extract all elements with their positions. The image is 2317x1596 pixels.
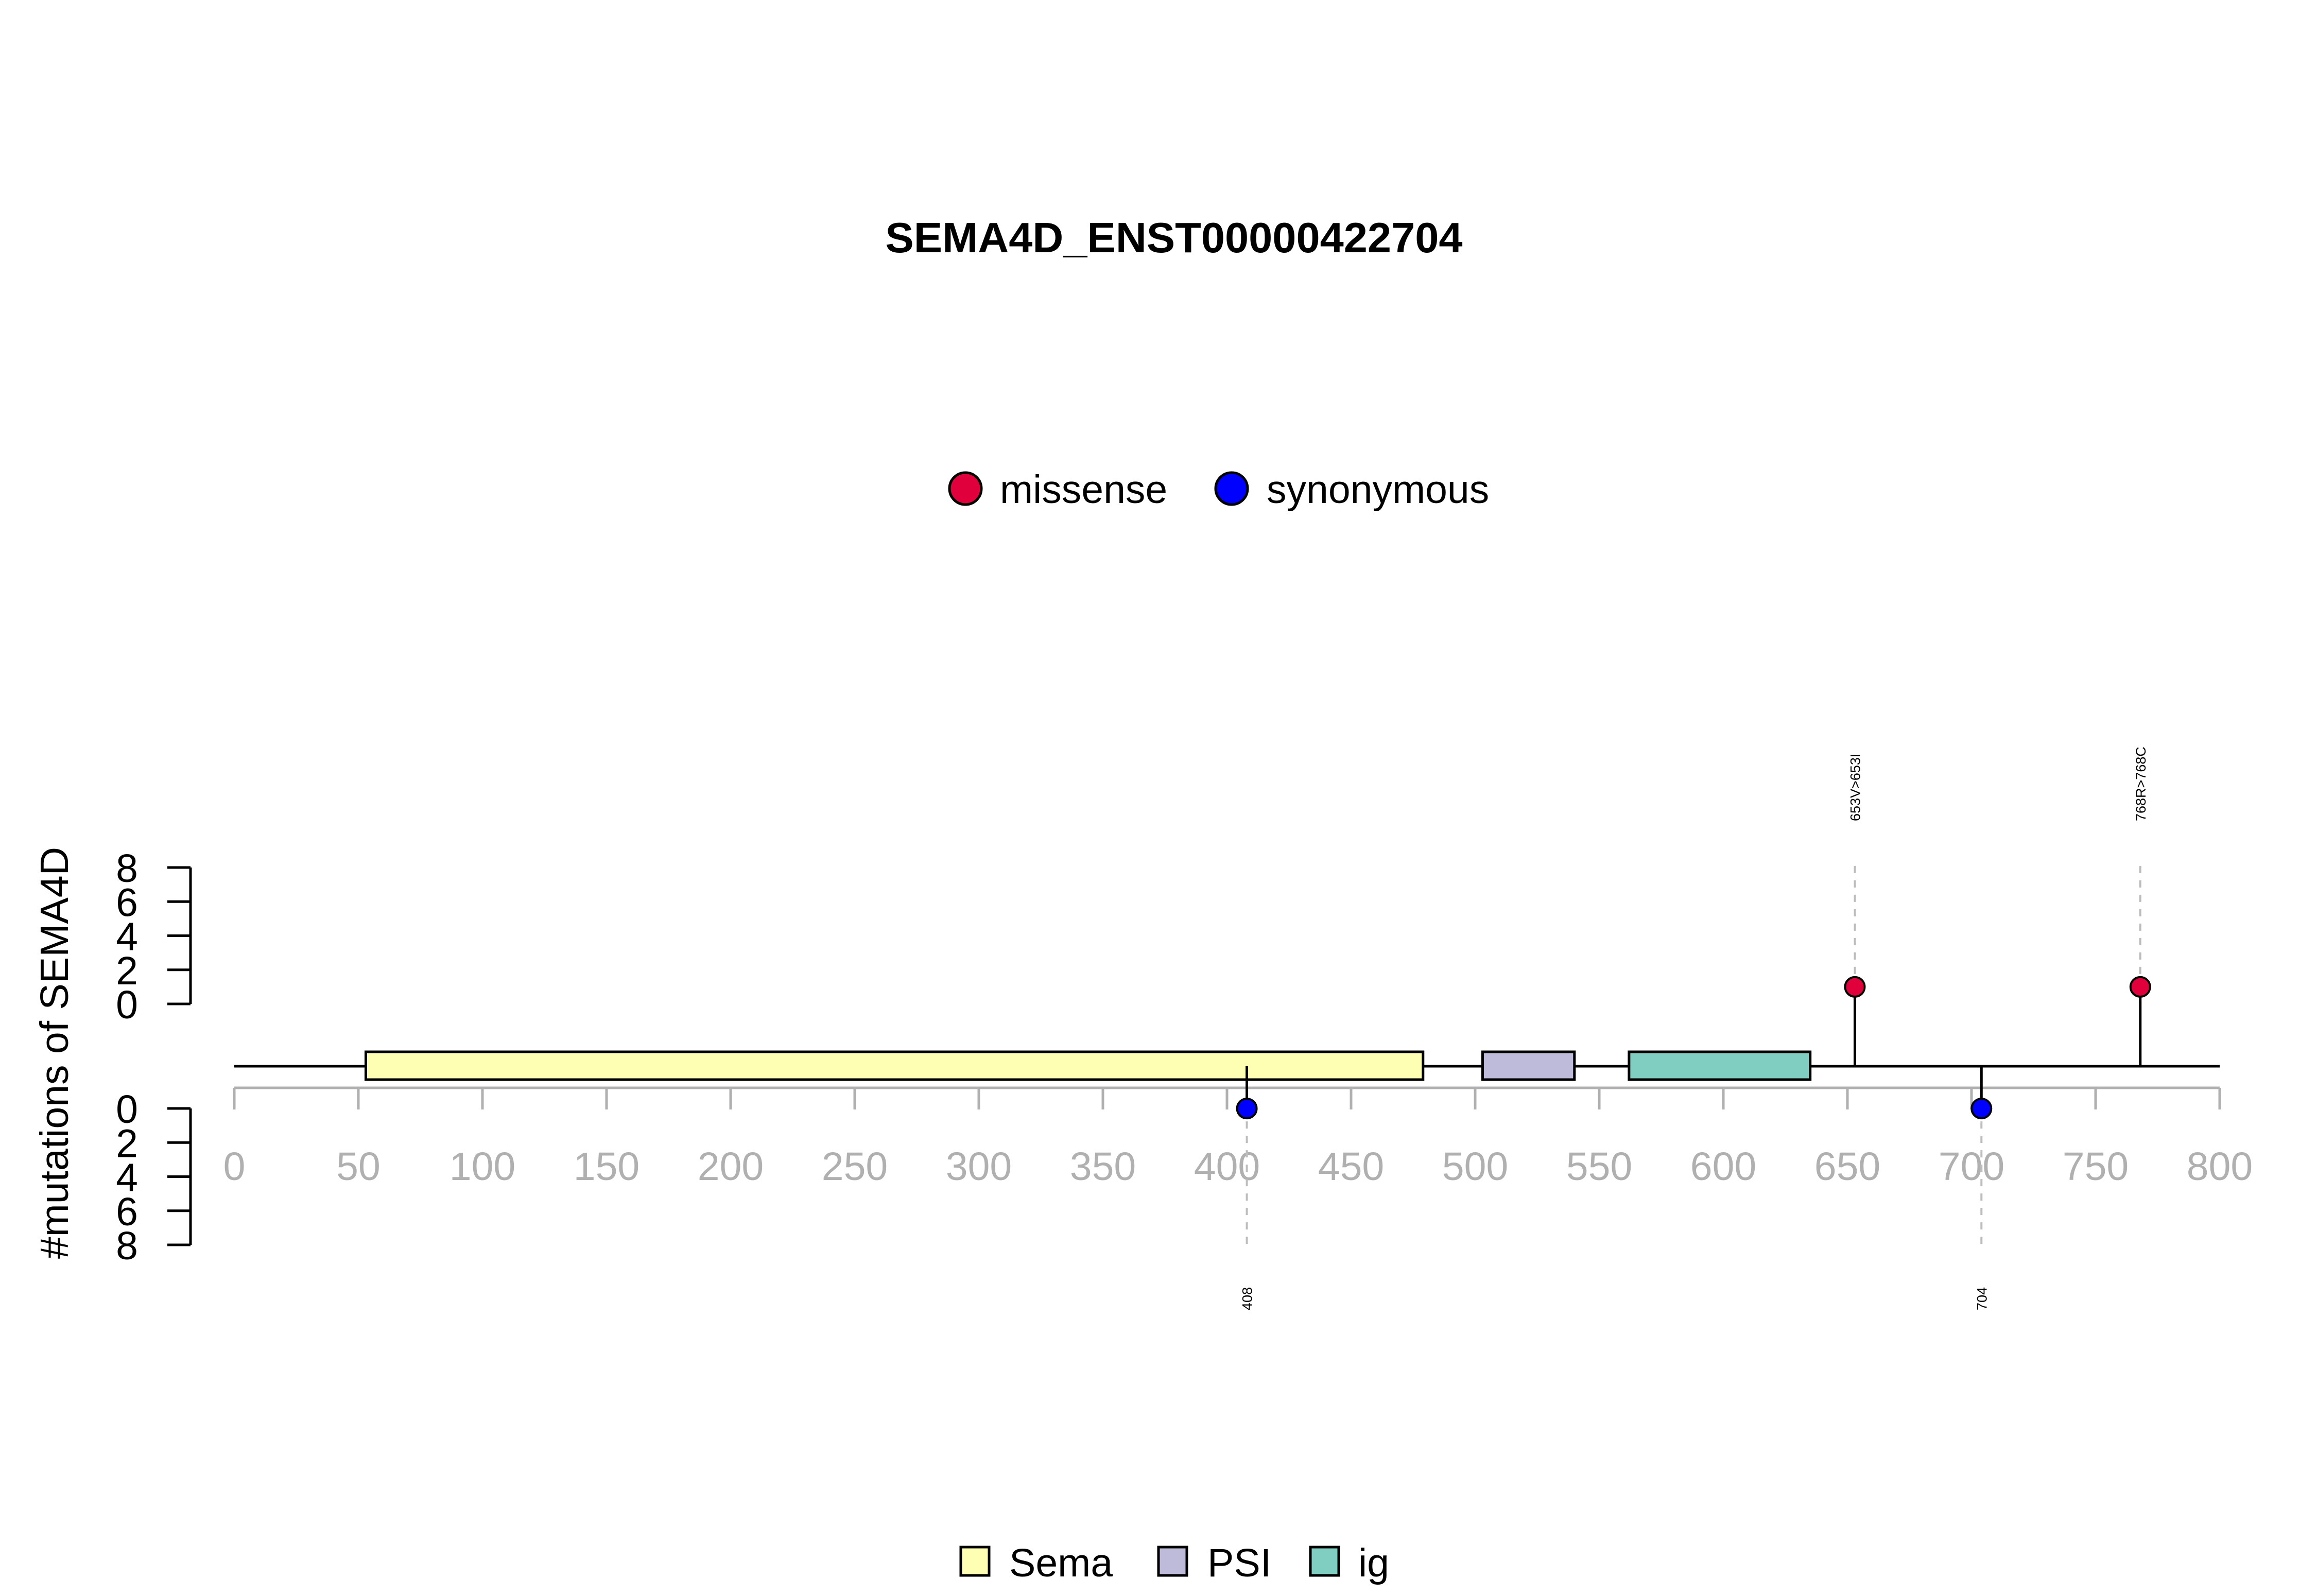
x-tick-label-500: 500 (1442, 1144, 1508, 1189)
x-tick-label-50: 50 (336, 1144, 381, 1189)
x-tick-label-750: 750 (2063, 1144, 2129, 1189)
x-tick-label-350: 350 (1070, 1144, 1136, 1189)
domain-legend-swatch-ig (1309, 1546, 1340, 1577)
mutation-704-point (1970, 1098, 1993, 1120)
y-tick-label-bottom-6: 6 (116, 1190, 138, 1234)
domain-ig (1628, 1050, 1812, 1081)
y-tick-label-bottom-2: 2 (116, 1121, 138, 1166)
legend-label-synonymous: synonymous (1267, 467, 1489, 512)
mutation-408-label: 408 (1240, 1287, 1255, 1310)
domain-legend-swatch-Sema (959, 1546, 991, 1577)
chart-title: SEMA4D_ENST00000422704 (885, 214, 1462, 262)
y-tick-label-bottom-8: 8 (116, 1224, 138, 1268)
legend-label-missense: missense (1000, 467, 1167, 512)
mutation-768-label: 768R>768C (2133, 747, 2149, 821)
y-tick-label-top-4: 4 (116, 915, 138, 959)
mutation-408-point (1236, 1098, 1258, 1120)
domain-PSI (1481, 1050, 1576, 1081)
x-tick-label-700: 700 (1939, 1144, 2004, 1189)
x-tick-label-800: 800 (2187, 1144, 2253, 1189)
domain-legend: Sema PSI ig (959, 1541, 1389, 1585)
x-tick-label-150: 150 (574, 1144, 639, 1189)
x-tick-label-250: 250 (822, 1144, 888, 1189)
x-tick-label-0: 0 (223, 1144, 246, 1189)
y-tick-label-top-0: 0 (116, 983, 138, 1027)
legend-marker-missense (948, 471, 983, 506)
mutation-653-point (1844, 976, 1866, 998)
mutation-legend: missense synonymous (948, 467, 1489, 512)
domain-legend-label-PSI: PSI (1207, 1541, 1271, 1585)
domain-Sema (364, 1050, 1425, 1081)
y-tick-label-top-6: 6 (116, 880, 138, 925)
y-tick-label-top-2: 2 (116, 949, 138, 993)
x-tick-label-400: 400 (1194, 1144, 1260, 1189)
y-axis-label: #mutations of SEMA4D (32, 847, 77, 1259)
mutation-768-point (2129, 976, 2151, 998)
domain-legend-label-ig: ig (1358, 1541, 1389, 1585)
y-tick-label-bottom-0: 0 (116, 1087, 138, 1132)
x-tick-label-550: 550 (1566, 1144, 1632, 1189)
mutation-653-label: 653V>653I (1847, 754, 1863, 821)
mutation-lollipops: 653V>653I 768R>768C 408 704 (1236, 747, 2151, 1310)
x-tick-label-450: 450 (1318, 1144, 1384, 1189)
x-axis: 0 50 100 150 200 250 300 350 400 450 500 550 600 650 7… (223, 1086, 2253, 1189)
y-tick-label-bottom-4: 4 (116, 1156, 138, 1200)
domain-legend-swatch-PSI (1157, 1546, 1188, 1577)
x-tick-label-300: 300 (946, 1144, 1012, 1189)
domain-legend-label-Sema: Sema (1009, 1541, 1113, 1585)
x-tick-label-650: 650 (1814, 1144, 1880, 1189)
y-tick-label-top-8: 8 (116, 846, 138, 891)
x-tick-label-200: 200 (698, 1144, 764, 1189)
x-tick-label-600: 600 (1690, 1144, 1756, 1189)
legend-marker-synonymous (1214, 471, 1249, 506)
mutation-704-label: 704 (1974, 1287, 1990, 1310)
x-tick-label-100: 100 (449, 1144, 515, 1189)
